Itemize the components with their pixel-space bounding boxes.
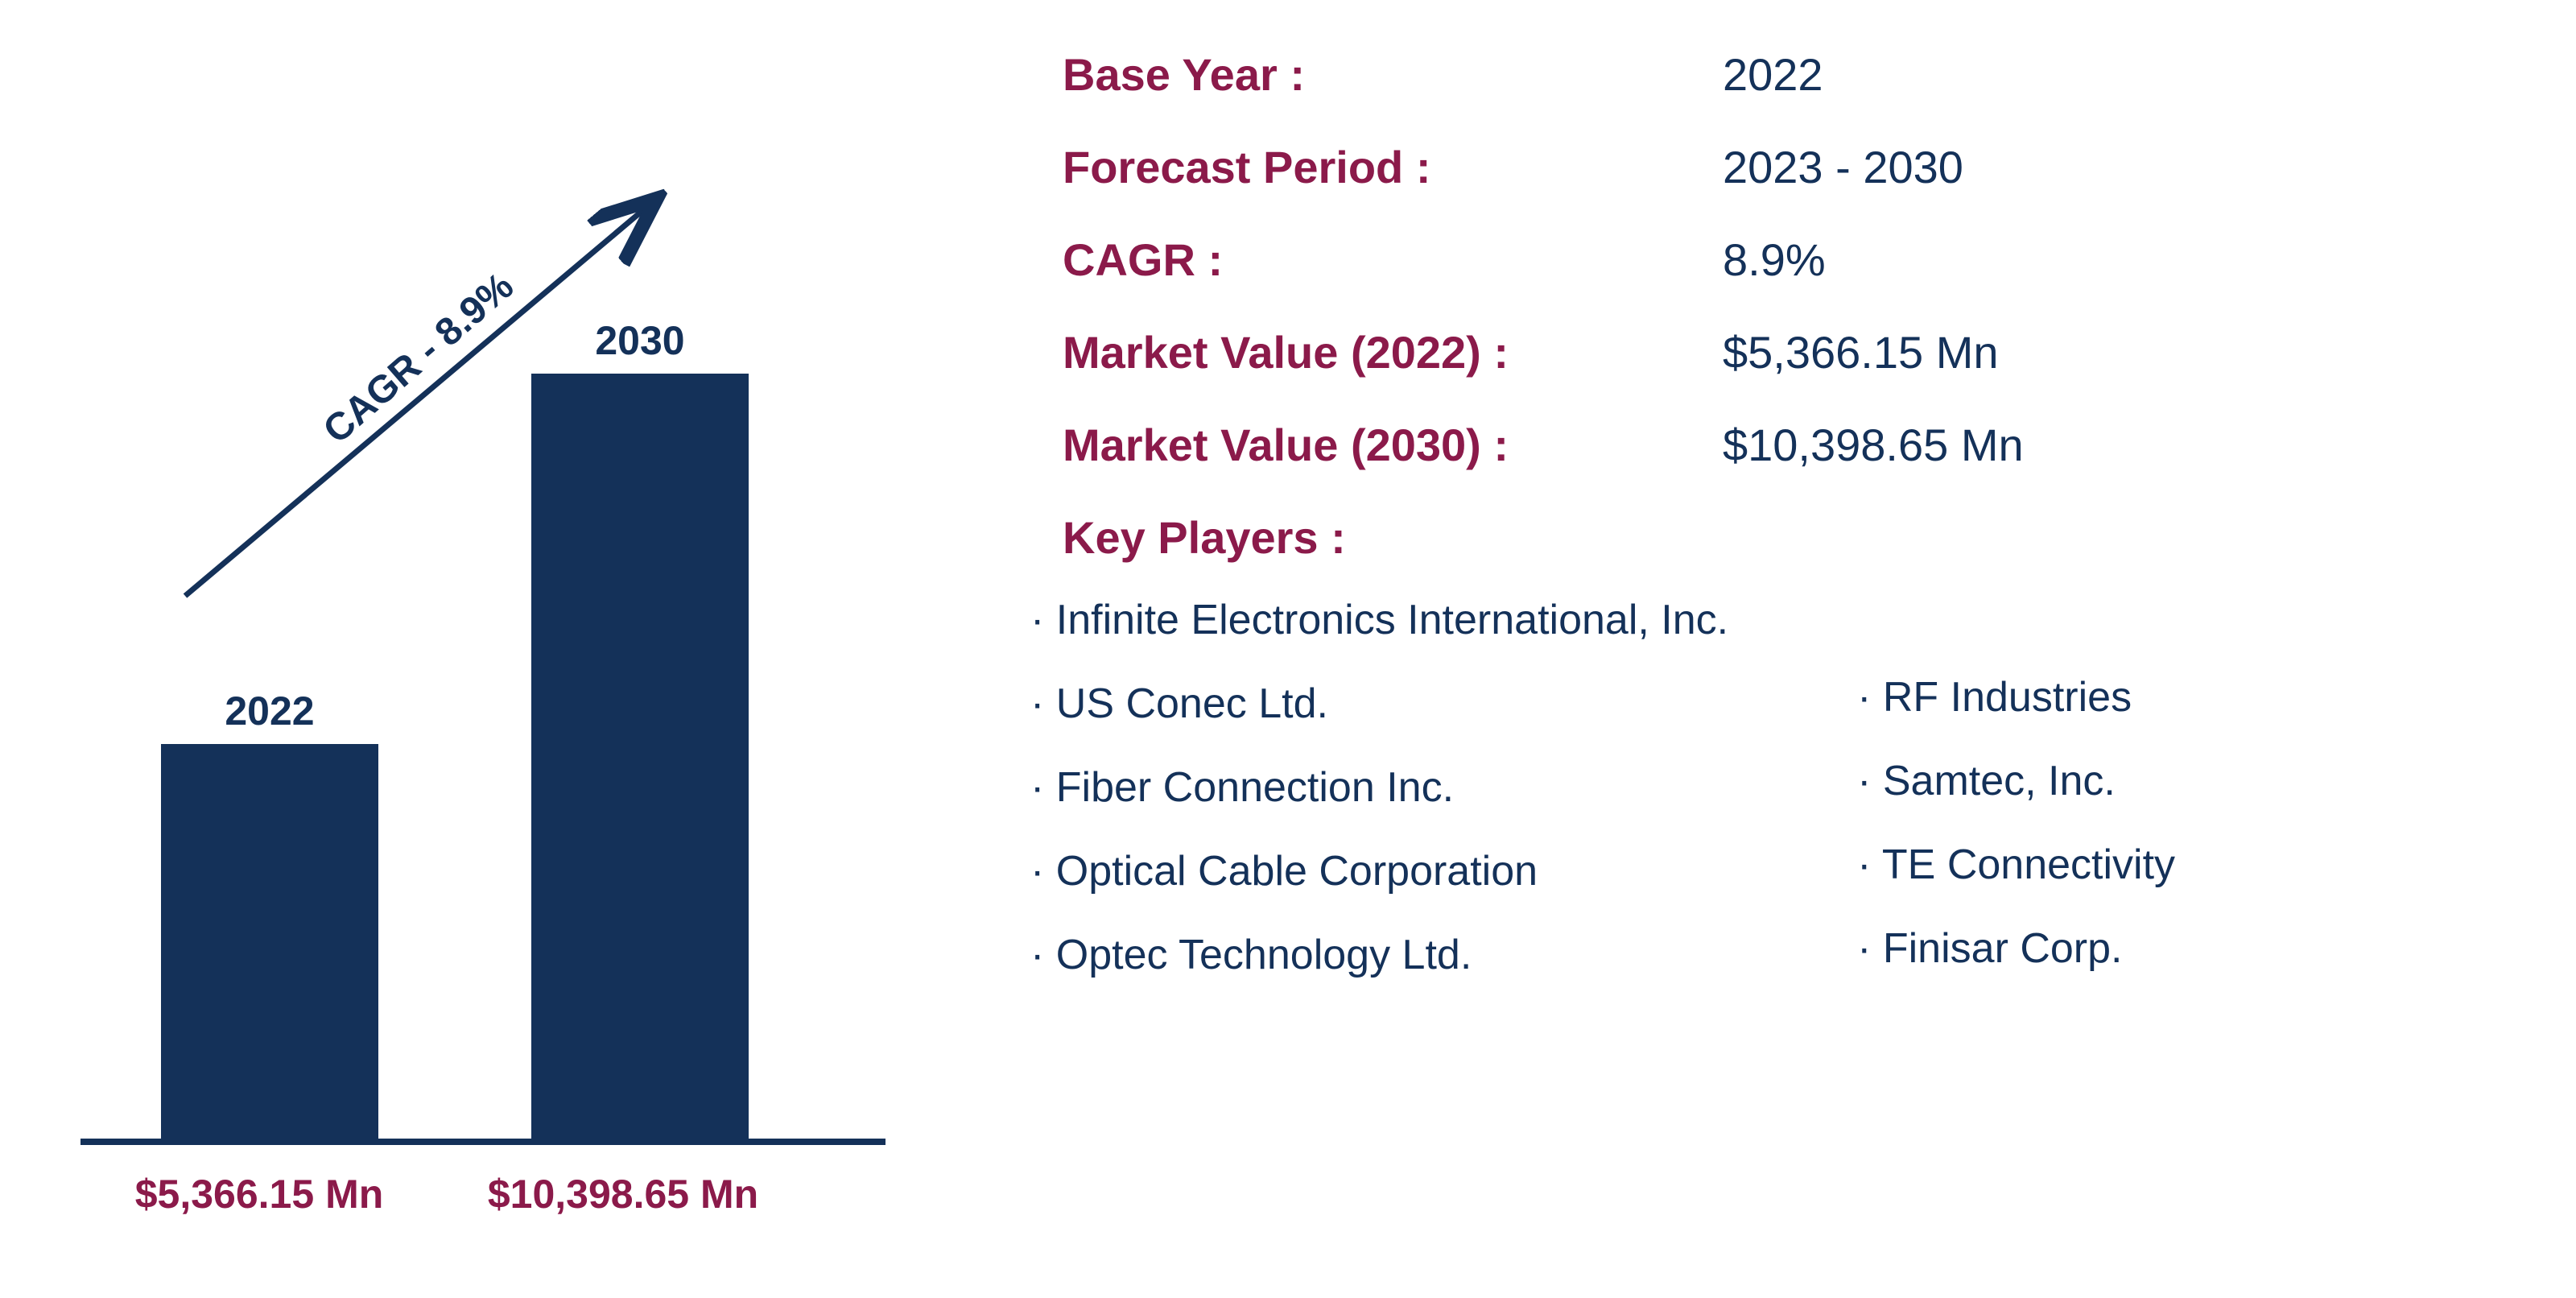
player-item: Optical Cable Corporation <box>1030 847 1728 895</box>
info-row-base-year: Base Year : 2022 <box>1063 48 2512 101</box>
info-label: CAGR : <box>1063 234 1723 286</box>
chart-baseline <box>80 1139 886 1145</box>
key-players-list: Infinite Electronics International, Inc.… <box>1030 596 2512 979</box>
bar-2030: 2030 <box>531 374 749 1139</box>
info-row-market-value-2030: Market Value (2030) : $10,398.65 Mn <box>1063 419 2512 471</box>
player-item: TE Connectivity <box>1857 841 2175 889</box>
player-item: Samtec, Inc. <box>1857 757 2175 805</box>
info-row-cagr: CAGR : 8.9% <box>1063 234 2512 286</box>
info-row-market-value-2022: Market Value (2022) : $5,366.15 Mn <box>1063 326 2512 378</box>
infographic-container: 2022 2030 $5,366.15 Mn $10,398.65 Mn CAG… <box>0 0 2576 1298</box>
info-value: $10,398.65 Mn <box>1723 419 2024 471</box>
player-item: Fiber Connection Inc. <box>1030 763 1728 812</box>
bar-year-label: 2022 <box>161 688 378 734</box>
info-label: Base Year : <box>1063 48 1723 101</box>
player-item: Infinite Electronics International, Inc. <box>1030 596 1728 644</box>
bar-value-2030: $10,398.65 Mn <box>446 1171 800 1217</box>
info-row-forecast-period: Forecast Period : 2023 - 2030 <box>1063 141 2512 193</box>
info-value: 2022 <box>1723 48 1823 101</box>
key-players-heading: Key Players : <box>1063 511 2512 564</box>
info-value: 2023 - 2030 <box>1723 141 1963 193</box>
player-item: RF Industries <box>1857 673 2175 721</box>
key-players-col2: RF Industries Samtec, Inc. TE Connectivi… <box>1857 596 2175 979</box>
info-value: $5,366.15 Mn <box>1723 326 1998 378</box>
player-item: Optec Technology Ltd. <box>1030 931 1728 979</box>
bar-year-label: 2030 <box>531 317 749 364</box>
info-label: Forecast Period : <box>1063 141 1723 193</box>
player-item: Finisar Corp. <box>1857 924 2175 973</box>
player-item: US Conec Ltd. <box>1030 680 1728 728</box>
bar-value-2022: $5,366.15 Mn <box>98 1171 420 1217</box>
bar-chart: 2022 2030 $5,366.15 Mn $10,398.65 Mn CAG… <box>48 32 918 1250</box>
info-label: Market Value (2022) : <box>1063 326 1723 378</box>
info-panel: Base Year : 2022 Forecast Period : 2023 … <box>918 32 2528 1250</box>
key-players-col1: Infinite Electronics International, Inc.… <box>1030 596 1728 979</box>
bar-group: 2022 2030 <box>80 253 886 1139</box>
info-label: Market Value (2030) : <box>1063 419 1723 471</box>
info-value: 8.9% <box>1723 234 1826 286</box>
bar-2022: 2022 <box>161 744 378 1139</box>
